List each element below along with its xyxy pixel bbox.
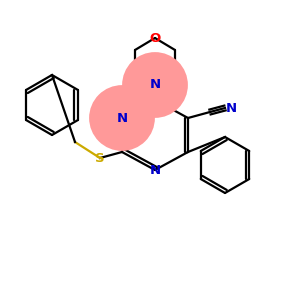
Text: S: S (95, 152, 105, 164)
Circle shape (148, 93, 162, 107)
Text: N: N (225, 101, 237, 115)
Text: N: N (116, 112, 128, 124)
Text: N: N (149, 79, 161, 92)
Text: O: O (149, 32, 161, 44)
Text: N: N (149, 164, 161, 176)
